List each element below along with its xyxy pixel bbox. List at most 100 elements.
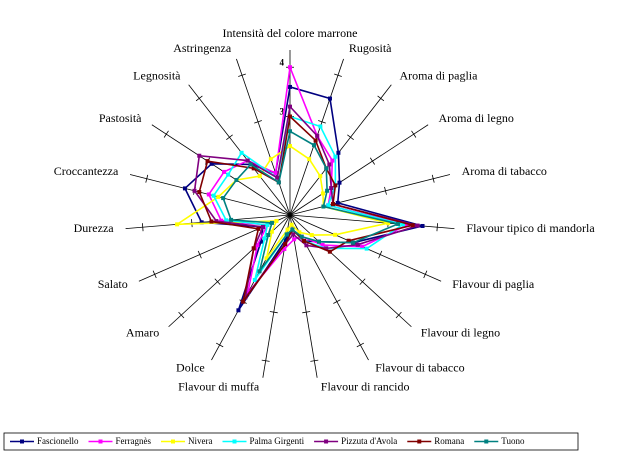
axis-label: Aroma di paglia: [399, 69, 478, 83]
marker: [211, 193, 216, 198]
axis-line: [289, 174, 451, 216]
marker: [222, 169, 227, 174]
marker: [255, 243, 260, 248]
tick-mark: [152, 270, 157, 279]
axis-label: Legnosità: [133, 69, 181, 83]
tick-mark: [411, 130, 417, 138]
marker: [251, 246, 256, 251]
legend-marker: [324, 439, 329, 444]
legend-label: Fascionello: [37, 436, 79, 446]
marker: [415, 223, 420, 228]
marker: [395, 221, 400, 226]
legend-label: Pizzuta d'Avola: [341, 436, 397, 446]
marker: [420, 223, 425, 228]
marker: [292, 237, 297, 242]
marker: [321, 204, 326, 209]
marker: [288, 144, 292, 149]
marker: [316, 239, 321, 244]
marker: [410, 223, 415, 228]
marker: [265, 222, 270, 227]
marker: [325, 188, 330, 193]
axis-label: Rugosità: [349, 41, 392, 55]
marker: [335, 200, 340, 205]
marker: [209, 219, 214, 224]
axis-label: Flavour tipico di mandorla: [466, 221, 595, 235]
tick-mark: [377, 95, 385, 102]
tick-mark: [261, 359, 270, 362]
marker: [257, 174, 262, 179]
marker: [288, 65, 292, 70]
marker: [318, 124, 323, 129]
legend: Fascionello Ferragnès Nivera Palma Girgenti…: [3, 432, 579, 451]
marker: [355, 242, 360, 247]
legend-marker: [484, 439, 489, 444]
series-line: [222, 130, 401, 272]
tick-mark: [238, 73, 246, 77]
axis-label: Flavour di rancido: [321, 379, 410, 393]
marker: [302, 238, 307, 243]
marker: [284, 232, 289, 237]
tick-mark: [197, 250, 202, 259]
axis-line: [236, 58, 291, 216]
tick-mark: [226, 134, 233, 141]
marker: [360, 244, 365, 249]
marker: [206, 192, 211, 197]
tick-mark: [178, 311, 185, 319]
marker: [224, 218, 229, 223]
tick-mark: [347, 134, 354, 141]
marker: [236, 308, 241, 313]
tick-mark: [215, 342, 224, 348]
marker: [304, 243, 309, 248]
marker: [309, 233, 314, 238]
marker: [313, 138, 318, 143]
r-tick-label: 3: [280, 107, 285, 117]
legend-label: Romana: [434, 436, 464, 446]
tick-mark: [395, 311, 402, 319]
axis-line: [125, 214, 291, 230]
marker: [229, 217, 234, 222]
axis-line: [151, 124, 291, 216]
axis-label: Aroma di legno: [439, 111, 514, 125]
marker: [386, 221, 391, 226]
marker: [221, 196, 226, 201]
marker: [299, 234, 304, 239]
marker: [275, 175, 280, 180]
axis-line: [289, 214, 455, 230]
legend-marker: [171, 439, 175, 444]
axis-label: Flavour di tabacco: [375, 361, 464, 375]
marker: [205, 159, 210, 164]
tick-mark: [384, 186, 387, 195]
marker: [239, 150, 244, 155]
marker: [192, 188, 197, 193]
marker: [264, 256, 269, 261]
axis-label: Pastosità: [99, 111, 142, 125]
marker: [256, 226, 261, 231]
axis-label: Flavour di paglia: [452, 277, 535, 291]
marker: [288, 84, 292, 89]
tick-mark: [142, 223, 144, 232]
marker: [291, 232, 296, 237]
marker: [330, 158, 335, 163]
marker: [245, 158, 250, 163]
marker: [199, 220, 204, 225]
marker: [285, 227, 290, 232]
axis-label: Amaro: [126, 325, 159, 339]
marker: [269, 220, 274, 225]
marker: [197, 190, 202, 195]
marker: [320, 243, 325, 248]
axis-label: Salato: [98, 277, 128, 291]
marker: [318, 174, 323, 179]
tick-mark: [369, 157, 375, 165]
axis-label: Intensità del colore marrone: [223, 26, 358, 40]
tick-mark: [163, 130, 169, 138]
tick-mark: [431, 174, 435, 183]
marker: [216, 194, 221, 199]
axis-line: [289, 124, 429, 216]
tick-mark: [214, 278, 221, 285]
tick-mark: [254, 120, 262, 124]
tick-mark: [302, 311, 311, 314]
marker: [400, 222, 405, 227]
legend-marker: [98, 439, 103, 444]
marker: [226, 172, 231, 177]
marker: [197, 153, 202, 158]
